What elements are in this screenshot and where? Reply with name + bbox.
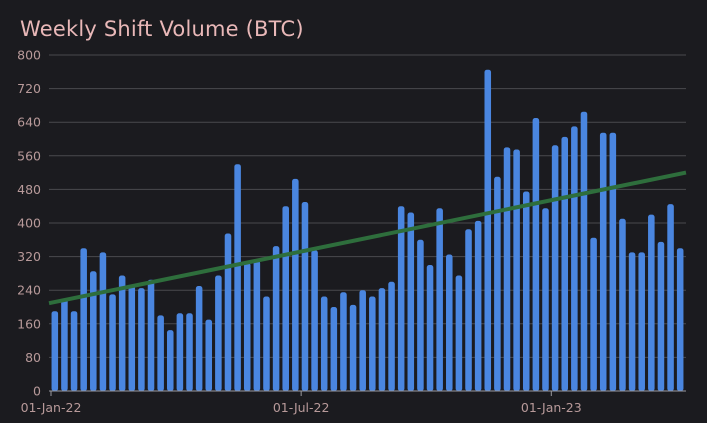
bar [599,132,607,391]
bar [657,241,665,391]
bar [474,220,482,391]
y-tick-label: 640 [17,115,41,130]
bar [147,279,155,391]
y-tick-label: 0 [33,384,41,399]
bar [70,311,78,391]
y-tick-label: 400 [17,216,41,231]
bar [99,252,107,391]
bar [580,111,588,391]
bar [648,214,655,391]
x-tick-label: 01-Jul-22 [273,400,330,415]
bar [638,252,645,391]
bar [205,319,213,391]
bar [272,246,280,391]
bar [455,275,463,391]
bar [676,248,684,391]
bar [320,296,328,391]
bar [215,275,222,391]
bar [378,288,386,391]
bar [224,233,232,391]
bar [561,136,569,391]
bar [609,132,617,391]
bar [330,307,338,391]
bar [571,126,578,392]
bar [369,296,376,391]
y-tick-label: 320 [17,249,41,264]
bar [465,229,472,391]
bar [359,290,366,391]
bar [157,315,164,391]
bar [186,313,193,391]
bar [51,311,59,391]
bar [590,237,597,391]
bar [667,204,674,391]
bar [494,176,501,391]
bar [628,252,636,391]
bar [522,191,530,391]
bar [407,212,415,391]
bar [397,206,405,391]
x-tick-label: 01-Jan-23 [521,400,582,415]
bar [436,208,443,391]
y-tick-label: 240 [17,283,41,298]
bar [138,288,145,391]
bar [417,239,424,391]
bar [301,202,309,391]
bar [349,304,357,391]
x-tick-label: 01-Jan-22 [21,400,82,415]
y-tick-label: 80 [25,350,41,365]
bar [311,250,318,391]
y-tick-label: 720 [17,81,41,96]
bar [340,292,347,391]
bar [80,248,87,391]
bar [128,286,136,391]
bar [503,147,511,391]
bar [282,206,289,391]
bar [90,271,97,391]
bar [234,164,241,391]
y-tick-label: 560 [17,148,41,163]
bar [109,294,116,391]
y-tick-label: 800 [17,48,41,63]
bar [263,296,270,391]
bar [176,313,184,391]
bar [551,145,559,391]
bar [166,330,174,391]
bar [243,262,251,391]
bar [118,275,126,391]
trend-line [48,170,687,306]
bar [195,286,203,391]
bar [532,118,540,391]
chart-title: Weekly Shift Volume (BTC) [20,17,304,41]
bar [446,254,453,391]
bar [619,218,626,391]
y-tick-label: 480 [17,182,41,197]
bar [426,265,434,391]
bar [388,281,395,391]
bar [542,208,549,391]
bar [513,149,520,391]
bar [484,69,492,391]
bar [253,260,261,391]
y-tick-label: 160 [17,316,41,331]
bar [61,298,68,391]
bar [292,178,299,391]
